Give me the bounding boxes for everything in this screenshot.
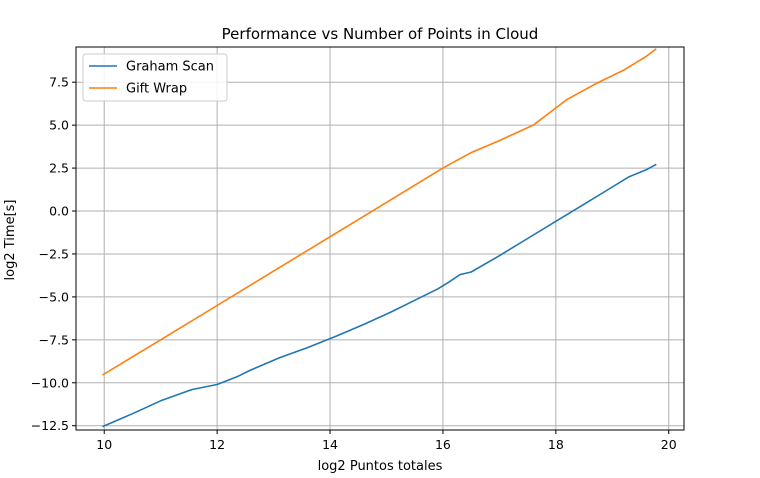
- y-tick-label: 7.5: [49, 75, 69, 90]
- x-axis-label: log2 Puntos totales: [318, 459, 443, 474]
- series-layer: [102, 48, 657, 428]
- series-line-graham-scan: [102, 163, 657, 428]
- y-tick-label: −2.5: [39, 246, 69, 261]
- y-axis-label: log2 Time[s]: [3, 200, 18, 281]
- legend: Graham Scan Gift Wrap: [82, 53, 228, 102]
- y-tick-label: −12.5: [31, 418, 69, 433]
- legend-box: [82, 53, 228, 102]
- ticks: 10 12 14 16 18 20 −12.5 −10.0 −7.5 −5.0 −2.5 0.0 2.5…: [31, 75, 677, 452]
- x-tick-label: 12: [209, 437, 225, 452]
- x-tick-label: 10: [96, 437, 112, 452]
- chart-title: Performance vs Number of Points in Cloud: [222, 25, 539, 43]
- x-tick-label: 18: [548, 437, 564, 452]
- y-tick-label: −10.0: [31, 375, 69, 390]
- y-tick-label: −7.5: [39, 332, 69, 347]
- legend-label-gift-wrap: Gift Wrap: [126, 82, 187, 97]
- x-tick-label: 14: [322, 437, 338, 452]
- y-tick-label: −5.0: [39, 289, 69, 304]
- x-tick-label: 16: [435, 437, 451, 452]
- plot-frame: [75, 46, 685, 431]
- y-tick-label: 5.0: [49, 118, 69, 133]
- y-tick-label: 0.0: [49, 204, 69, 219]
- series-line-gift-wrap: [102, 48, 657, 376]
- y-tick-label: 2.5: [49, 161, 69, 176]
- legend-label-graham-scan: Graham Scan: [126, 60, 214, 75]
- x-tick-label: 20: [661, 437, 677, 452]
- grid: [76, 47, 684, 430]
